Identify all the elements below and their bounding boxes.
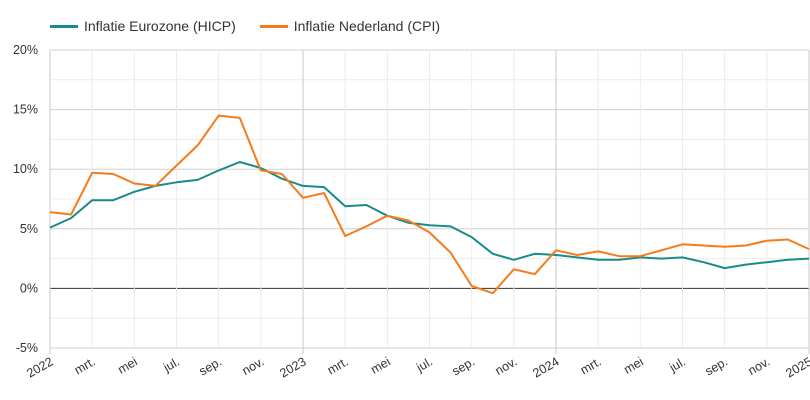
x-tick-label: jul. xyxy=(666,354,688,375)
series-line-eurozone xyxy=(49,161,810,270)
x-tick-label: mrt. xyxy=(72,354,98,377)
x-tick-label: mei xyxy=(368,354,392,376)
series-line-nederland xyxy=(49,114,810,295)
x-tick-label: mrt. xyxy=(325,354,351,377)
x-tick-label: mei xyxy=(115,354,139,376)
legend: Inflatie Eurozone (HICP) Inflatie Nederl… xyxy=(50,18,440,34)
x-tick-label: mrt. xyxy=(578,354,604,377)
x-tick-label: mei xyxy=(621,354,645,376)
y-tick-label: 10% xyxy=(13,162,38,176)
y-tick-label: 15% xyxy=(13,103,38,117)
x-tick-label: sep. xyxy=(450,354,477,378)
y-tick-label: 5% xyxy=(20,222,38,236)
legend-item-nederland[interactable]: Inflatie Nederland (CPI) xyxy=(259,18,441,34)
x-tick-label: 2023 xyxy=(277,354,308,380)
x-tick-label: nov. xyxy=(746,354,773,377)
x-tick-label: 2025 xyxy=(783,354,810,380)
x-tick-label: nov. xyxy=(493,354,520,377)
legend-item-eurozone[interactable]: Inflatie Eurozone (HICP) xyxy=(50,18,236,34)
legend-swatch-eurozone xyxy=(50,24,78,28)
y-tick-label: 20% xyxy=(13,43,38,57)
y-tick-label: -5% xyxy=(16,341,38,355)
x-tick-label: jul. xyxy=(160,354,182,375)
legend-label-nederland: Inflatie Nederland (CPI) xyxy=(293,18,441,34)
x-tick-label: jul. xyxy=(413,354,435,375)
x-tick-label: 2024 xyxy=(530,354,561,380)
x-tick-label: sep. xyxy=(703,354,730,378)
legend-label-eurozone: Inflatie Eurozone (HICP) xyxy=(84,18,236,34)
x-tick-label: nov. xyxy=(240,354,267,377)
y-tick-label: 0% xyxy=(20,281,38,295)
legend-swatch-nederland xyxy=(259,24,288,28)
x-tick-label: sep. xyxy=(197,354,224,378)
x-tick-label: 2022 xyxy=(24,354,55,380)
